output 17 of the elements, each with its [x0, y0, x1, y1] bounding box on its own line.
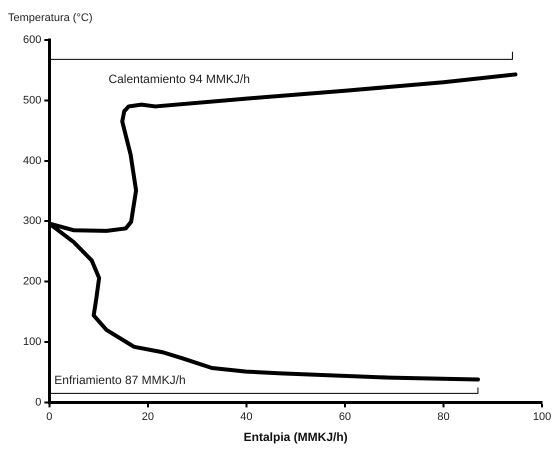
x-tick-label: 0	[46, 411, 52, 424]
x-tick-label: 100	[532, 411, 552, 424]
x-axis-title: Entalpia (MMKJ/h)	[244, 430, 348, 444]
y-axis-title: Temperatura (°C)	[8, 12, 92, 24]
annotation: Calentamiento 94 MMKJ/h	[108, 72, 250, 86]
x-tick-label: 20	[142, 411, 154, 424]
annotation: Enfriamiento 87 MMKJ/h	[54, 372, 186, 387]
y-tick-label: 0	[35, 396, 42, 408]
y-tick-label: 500	[22, 94, 42, 106]
y-tick-label: 300	[22, 215, 42, 228]
y-tick-label: 100	[22, 336, 42, 348]
x-tick-label: 80	[437, 411, 450, 424]
x-tick-label: 60	[338, 411, 352, 424]
y-tick-label: 400	[22, 154, 42, 167]
x-tick-label: 40	[240, 411, 253, 424]
y-tick-label: 600	[22, 34, 42, 46]
y-tick-label: 200	[22, 276, 42, 288]
